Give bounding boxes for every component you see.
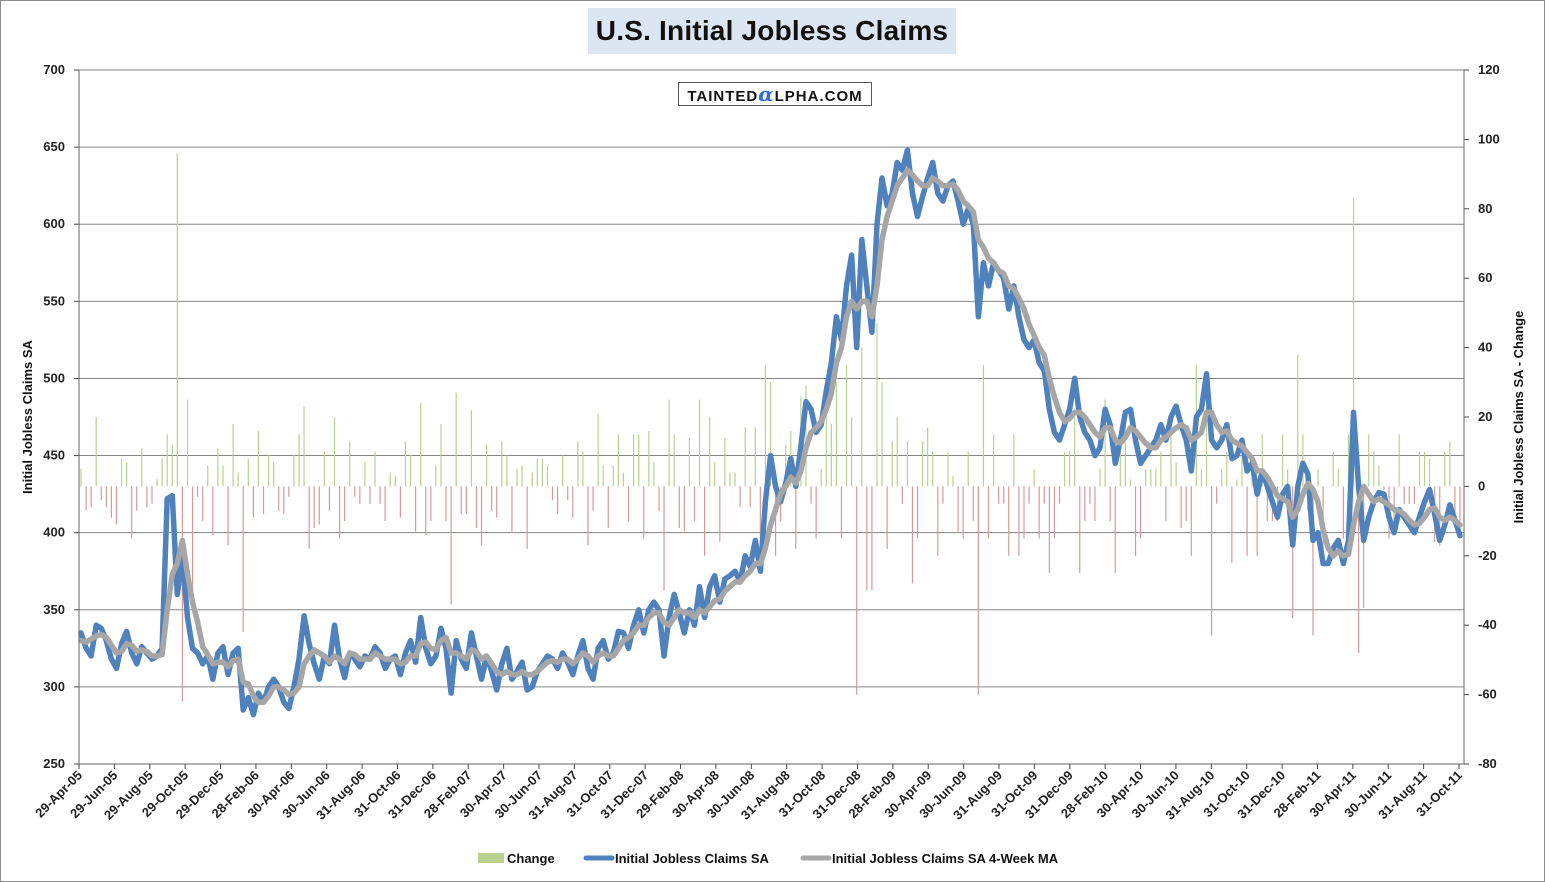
y2-tick-label: 80 [1478, 201, 1492, 216]
change-bars [80, 153, 1461, 702]
y-tick-label: 700 [43, 62, 65, 77]
ma-line [78, 167, 1463, 706]
legend-label: Change [507, 851, 555, 866]
y-tick-label: 400 [43, 525, 65, 540]
y-tick-label: 350 [43, 602, 65, 617]
watermark-logo: TAINTEDαLPHA.COM [678, 82, 872, 106]
y2-tick-label: 20 [1478, 409, 1492, 424]
gridlines [79, 69, 1464, 688]
y2-tick-label: 100 [1478, 131, 1500, 146]
legend-label: Initial Jobless Claims SA [615, 851, 769, 866]
y-tick-label: 250 [43, 756, 65, 771]
y-tick-label: 450 [43, 448, 65, 463]
y2-tick-label: -40 [1478, 617, 1497, 632]
y2-tick-label: 40 [1478, 340, 1492, 355]
y-tick-label: 500 [43, 370, 65, 385]
legend: Change Initial Jobless Claims SA Initial J… [478, 851, 1059, 866]
y2-tick-label: -80 [1478, 756, 1497, 771]
y-tick-label: 650 [43, 139, 65, 154]
y2-tick-label: -20 [1478, 548, 1497, 563]
y-tick-label: 600 [43, 216, 65, 231]
y-tick-label: 300 [43, 679, 65, 694]
legend-label: Initial Jobless Claims SA 4-Week MA [832, 851, 1059, 866]
y2-tick-label: -60 [1478, 687, 1497, 702]
y2-tick-label: 0 [1478, 478, 1485, 493]
y2-axis-title: Initial Jobless Claims SA - Change [1511, 311, 1526, 524]
legend-swatch-change [478, 853, 504, 863]
y-tick-label: 550 [43, 293, 65, 308]
y-axis-title: Initial Jobless Claims SA [20, 339, 35, 493]
ma-series-line [78, 167, 1463, 706]
y2-tick-label: 60 [1478, 270, 1492, 285]
chart-title: U.S. Initial Jobless Claims [588, 8, 956, 54]
y2-tick-label: 120 [1478, 62, 1500, 77]
